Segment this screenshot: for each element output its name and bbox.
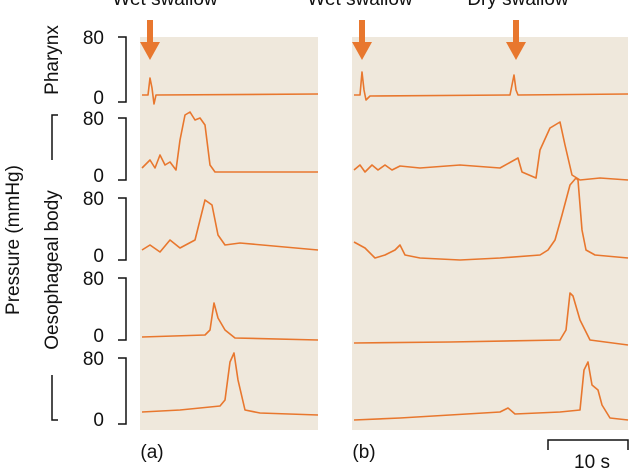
y-tick-label: 0: [93, 166, 104, 187]
y-tick-label: 80: [83, 189, 104, 210]
group-label: Pharynx: [42, 25, 63, 95]
y-tick-label: 0: [93, 410, 104, 431]
y-tick-label: 80: [83, 109, 104, 130]
label: Dry swallow: [467, 0, 569, 10]
arrows: [140, 20, 526, 60]
trace: [353, 292, 629, 346]
trace: [142, 77, 319, 105]
y-tick-label: 80: [83, 28, 104, 49]
trace: [141, 111, 318, 173]
y-tick-label: 0: [93, 326, 104, 347]
label: Wet swallow: [307, 0, 413, 10]
group-label: Oesophageal body: [42, 190, 63, 350]
label: Wet swallow: [112, 0, 218, 10]
trace: [353, 121, 629, 181]
trace: [353, 177, 629, 261]
bracket: [51, 375, 58, 421]
panel-label: (b): [352, 442, 375, 463]
y-tick-label: 0: [93, 88, 104, 109]
trace: [141, 352, 319, 416]
y-axis: [118, 357, 127, 425]
trace: [141, 302, 319, 341]
y-axis: [118, 197, 127, 261]
scale-bar: [547, 439, 629, 450]
bracket: [51, 114, 58, 160]
trace: [353, 361, 629, 421]
trace: [141, 199, 319, 253]
trace: [354, 71, 629, 101]
y-tick-label: 0: [93, 246, 104, 267]
scale-label: 10 s: [574, 452, 610, 469]
y-axis: [118, 117, 127, 181]
y-tick-label: 80: [83, 269, 104, 290]
y-tick-label: 80: [83, 349, 104, 370]
y-axis: [118, 277, 127, 341]
y-axis: [118, 36, 127, 103]
panel-label: (a): [140, 442, 163, 463]
y-axis-title: Pressure (mmHg): [3, 165, 24, 315]
